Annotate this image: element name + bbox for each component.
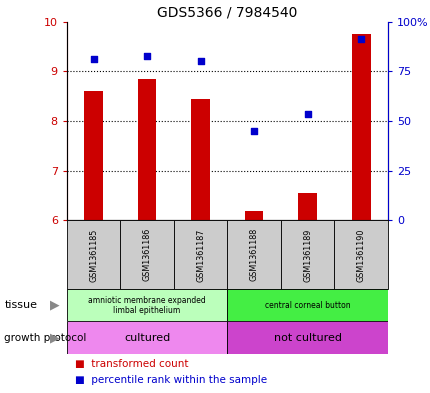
Text: GSM1361190: GSM1361190 [356, 228, 365, 281]
Text: GSM1361189: GSM1361189 [302, 228, 311, 281]
Bar [173, 220, 227, 289]
Bar [67, 289, 227, 321]
Point [90, 56, 97, 62]
Text: GSM1361187: GSM1361187 [196, 228, 205, 281]
Text: ▶: ▶ [49, 299, 59, 312]
Bar [67, 321, 227, 354]
Text: GSM1361186: GSM1361186 [142, 228, 151, 281]
Text: central corneal button: central corneal button [264, 301, 350, 310]
Bar [84, 91, 103, 220]
Text: ■  percentile rank within the sample: ■ percentile rank within the sample [75, 375, 267, 385]
Text: growth protocol: growth protocol [4, 332, 86, 343]
Bar [67, 220, 120, 289]
Bar [227, 321, 387, 354]
Point [304, 110, 310, 117]
Bar [298, 193, 316, 220]
Bar [138, 79, 156, 220]
Text: not cultured: not cultured [273, 332, 341, 343]
Text: ■  transformed count: ■ transformed count [75, 359, 188, 369]
Bar [244, 211, 263, 220]
Bar [191, 99, 209, 220]
Point [250, 128, 257, 134]
Bar [227, 289, 387, 321]
Bar [351, 34, 370, 220]
Text: amniotic membrane expanded
limbal epithelium: amniotic membrane expanded limbal epithe… [88, 296, 206, 315]
Bar [280, 220, 334, 289]
Text: GSM1361188: GSM1361188 [249, 228, 258, 281]
Title: GDS5366 / 7984540: GDS5366 / 7984540 [157, 5, 297, 19]
Text: ▶: ▶ [49, 331, 59, 344]
Point [143, 53, 150, 60]
Point [197, 58, 203, 64]
Text: cultured: cultured [124, 332, 170, 343]
Text: GSM1361185: GSM1361185 [89, 228, 98, 281]
Point [357, 36, 364, 42]
Bar [120, 220, 173, 289]
Text: tissue: tissue [4, 300, 37, 310]
Bar [227, 220, 280, 289]
Bar [334, 220, 387, 289]
